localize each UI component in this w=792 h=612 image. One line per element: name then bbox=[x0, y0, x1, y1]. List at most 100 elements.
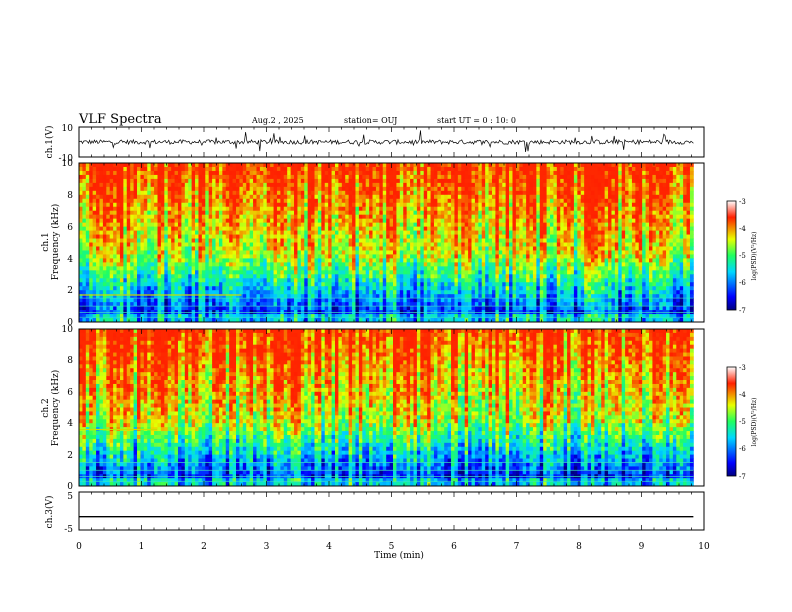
spec1-cell bbox=[365, 282, 370, 287]
spec1-cell bbox=[382, 234, 387, 239]
spec1-cell bbox=[181, 318, 186, 323]
spec1-cell bbox=[416, 298, 421, 303]
spec1-cell bbox=[96, 306, 100, 311]
spec1-cell bbox=[314, 306, 319, 311]
spec1-cell bbox=[188, 194, 193, 200]
spec1-cell bbox=[297, 194, 302, 200]
spec1-cell bbox=[256, 314, 261, 319]
spec1-cell bbox=[311, 314, 315, 319]
spec1-cell bbox=[485, 218, 489, 224]
spec1-cell bbox=[403, 238, 408, 243]
spec1-cell bbox=[147, 254, 152, 259]
spec1-cell bbox=[253, 202, 257, 208]
spec1-cell bbox=[406, 214, 411, 220]
spec1-cell bbox=[89, 302, 94, 307]
spec1-cell bbox=[352, 262, 356, 267]
spec1-cell bbox=[85, 306, 90, 311]
spec1-cell bbox=[82, 290, 87, 295]
spec1-cell bbox=[338, 306, 343, 311]
spec1-cell bbox=[236, 286, 240, 291]
spec1-cell bbox=[393, 266, 397, 271]
spec1-cell bbox=[106, 282, 111, 287]
spec1-cell bbox=[396, 238, 401, 243]
spec1-cell bbox=[232, 178, 237, 184]
spec1-cell bbox=[287, 290, 292, 295]
spec1-cell bbox=[311, 170, 315, 176]
spec1-cell bbox=[106, 242, 111, 247]
spec1-cell bbox=[82, 246, 87, 251]
spec1-cell bbox=[174, 282, 179, 287]
spec1-cell bbox=[297, 270, 302, 275]
spec1-cell bbox=[461, 198, 466, 204]
spec1-cell bbox=[321, 222, 326, 228]
spec1-cell bbox=[102, 254, 107, 259]
spec1-cell bbox=[239, 238, 244, 243]
spec1-cell bbox=[82, 274, 87, 279]
spec1-cell bbox=[259, 246, 264, 251]
spec1-cell bbox=[133, 202, 138, 208]
spec1-cell bbox=[324, 210, 329, 216]
spec1-cell bbox=[457, 270, 462, 275]
spec1-cell bbox=[263, 290, 268, 295]
spec1-cell bbox=[314, 262, 319, 267]
spec1-cell bbox=[352, 230, 356, 235]
spec1-cell bbox=[495, 163, 500, 168]
spec1-cell bbox=[79, 170, 83, 176]
spec1-cell bbox=[382, 182, 387, 188]
spec1-cell bbox=[485, 238, 489, 243]
spec1-cell bbox=[396, 270, 401, 275]
spec1-cell bbox=[150, 266, 155, 271]
spec1-cell bbox=[348, 238, 353, 243]
spec1-cell bbox=[85, 238, 90, 243]
spec1-cell bbox=[205, 314, 210, 319]
spec1-cell bbox=[382, 262, 387, 267]
spec1-cell bbox=[396, 314, 401, 319]
spec1-cell bbox=[280, 278, 285, 283]
spec1-cell bbox=[246, 222, 251, 228]
spec1-cell bbox=[143, 226, 148, 231]
spec1-cell bbox=[92, 278, 97, 283]
spec1-cell bbox=[492, 230, 496, 235]
spec1-cell bbox=[208, 174, 213, 180]
spec1-cell bbox=[348, 250, 353, 255]
spec1-cell bbox=[236, 230, 240, 235]
spec1-cell bbox=[382, 194, 387, 200]
spec1-cell bbox=[113, 318, 117, 323]
spec1-cell bbox=[375, 194, 380, 200]
spec1-cell bbox=[440, 206, 445, 212]
spec1-cell bbox=[140, 190, 145, 196]
spec1-cell bbox=[331, 182, 336, 188]
spec1-cell bbox=[201, 242, 206, 247]
spec1-cell bbox=[365, 206, 370, 212]
spec1-cell bbox=[440, 282, 445, 287]
spec1-cell bbox=[481, 218, 486, 224]
ch1-spectrogram-image bbox=[79, 163, 694, 323]
spec1-cell bbox=[229, 186, 233, 192]
spec1-cell bbox=[85, 202, 90, 208]
spec1-cell bbox=[471, 182, 476, 188]
spec1-cell bbox=[177, 174, 182, 180]
spec1-cell bbox=[246, 282, 251, 287]
spec1-cell bbox=[208, 210, 213, 216]
spec1-cell bbox=[481, 210, 486, 216]
spec1-cell bbox=[287, 294, 292, 299]
spec1-cell bbox=[338, 294, 343, 299]
spec1-cell bbox=[423, 234, 428, 239]
spec1-cell bbox=[290, 234, 295, 239]
spec1-cell bbox=[358, 166, 363, 172]
spec1-cell bbox=[222, 294, 227, 299]
spec1-cell bbox=[314, 254, 319, 259]
spec1-cell bbox=[304, 178, 309, 184]
spec1-cell bbox=[444, 234, 449, 239]
spec1-cell bbox=[222, 210, 227, 216]
spec1-cell bbox=[201, 234, 206, 239]
spec1-cell bbox=[403, 242, 408, 247]
spec1-cell bbox=[116, 306, 121, 311]
spec1-cell bbox=[184, 166, 189, 172]
spec1-cell bbox=[126, 282, 131, 287]
spec1-cell bbox=[225, 258, 230, 263]
spec1-cell bbox=[457, 178, 462, 184]
spec1-cell bbox=[451, 282, 455, 287]
spec1-cell bbox=[198, 214, 203, 220]
spec1-cell bbox=[201, 226, 206, 231]
